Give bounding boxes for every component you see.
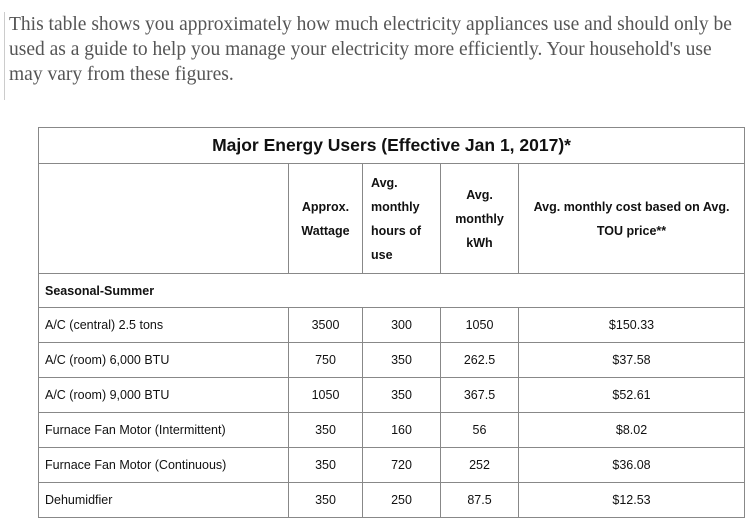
table-row: Approx. Wattage Avg. monthly hours of use…	[38, 163, 746, 274]
table-cell: 252	[440, 447, 519, 483]
table-cell: $36.08	[517, 447, 746, 483]
table-row: A/C (room) 9,000 BTU 1050 350 367.5 $52.61	[38, 377, 746, 413]
table-cell: Avg. monthly hours of use	[362, 163, 441, 274]
table-row: Seasonal-Summer	[37, 273, 746, 308]
energy-table: Major Energy Users (Effective Jan 1, 201…	[37, 127, 746, 518]
table-cell: 350	[288, 412, 363, 448]
table-row: Furnace Fan Motor (Continuous) 350 720 252 $…	[38, 447, 746, 483]
table-cell: 3500	[288, 307, 363, 343]
table-cell: 300	[362, 307, 441, 343]
table-cell: Avg. monthly kWh	[440, 163, 519, 274]
table-cell: $8.02	[517, 412, 746, 448]
table-cell: 250	[362, 482, 441, 518]
table-row: Furnace Fan Motor (Intermittent) 350 160 56…	[38, 412, 746, 448]
table-cell: 262.5	[440, 342, 519, 378]
table-cell: Dehumidfier	[38, 482, 289, 518]
table-row: Dehumidfier 350 250 87.5 $12.53	[38, 482, 746, 518]
table-cell: A/C (room) 6,000 BTU	[38, 342, 289, 378]
table-cell: Avg. monthly cost based on Avg. TOU pric…	[517, 163, 746, 274]
table-cell: 350	[288, 447, 363, 483]
table-cell: A/C (room) 9,000 BTU	[38, 377, 289, 413]
table-row: A/C (central) 2.5 tons 3500 300 1050 $150.33	[38, 307, 746, 343]
table-cell: 87.5	[440, 482, 519, 518]
table-cell: $150.33	[517, 307, 746, 343]
table-cell	[38, 163, 289, 274]
table-cell: Furnace Fan Motor (Intermittent)	[38, 412, 289, 448]
table-cell: 350	[362, 342, 441, 378]
table-cell: 56	[440, 412, 519, 448]
table-cell: 160	[362, 412, 441, 448]
table-cell: Approx. Wattage	[288, 163, 363, 274]
table-row: Major Energy Users (Effective Jan 1, 201…	[37, 127, 746, 164]
table-cell: $37.58	[517, 342, 746, 378]
table-cell: 367.5	[440, 377, 519, 413]
table-cell: 350	[288, 482, 363, 518]
intro-text: This table shows you approximately how m…	[4, 12, 749, 100]
table-cell: 350	[362, 377, 441, 413]
table-cell: $52.61	[517, 377, 746, 413]
table-cell: $12.53	[517, 482, 746, 518]
table-cell: 750	[288, 342, 363, 378]
table-cell: A/C (central) 2.5 tons	[38, 307, 289, 343]
table-cell: Seasonal-Summer	[37, 273, 746, 308]
table-row: A/C (room) 6,000 BTU 750 350 262.5 $37.58	[38, 342, 746, 378]
table-cell: 720	[362, 447, 441, 483]
table-cell: Furnace Fan Motor (Continuous)	[38, 447, 289, 483]
table-cell: 1050	[440, 307, 519, 343]
table-cell: 1050	[288, 377, 363, 413]
table-cell: Major Energy Users (Effective Jan 1, 201…	[37, 127, 746, 164]
